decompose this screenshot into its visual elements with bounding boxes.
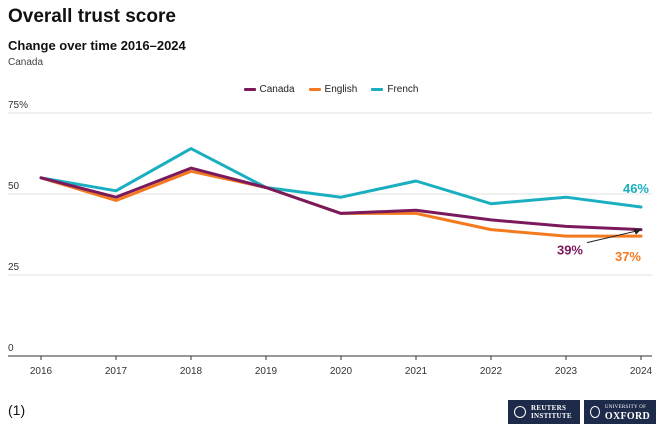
legend-item-french: French [371, 84, 418, 95]
x-tick-label: 2023 [555, 366, 578, 377]
logo-reuters-line1: REUTERS [531, 404, 567, 412]
x-tick-label: 2019 [255, 366, 278, 377]
legend-swatch-canada [243, 88, 256, 91]
x-tick-label: 2017 [105, 366, 128, 377]
x-tick-label: 2016 [30, 366, 53, 377]
line-chart: 0 25 50 75% 2016 2017 2018 2019 2020 2021 2022 2023… [8, 100, 653, 377]
x-tick-label: 2020 [330, 366, 353, 377]
end-label-french: 46% [623, 181, 649, 196]
legend: Canada English French [0, 84, 662, 95]
y-tick-label: 0 [8, 343, 14, 354]
chart-note: Canada [8, 57, 44, 68]
legend-label-french: French [387, 84, 419, 95]
footnote: (1) [8, 402, 26, 418]
series-line-french [39, 147, 643, 209]
end-label-canada: 39% [557, 243, 583, 258]
oxford-logo: UNIVERSITY OF OXFORD [584, 400, 656, 424]
x-tick-label: 2024 [630, 366, 653, 377]
chart-title: Overall trust score [8, 6, 176, 27]
legend-item-canada: Canada [243, 84, 295, 95]
x-tick-label: 2018 [180, 366, 203, 377]
chart-subtitle: Change over time 2016–2024 [8, 38, 186, 53]
legend-item-english: English [308, 84, 358, 95]
series-line-canada [39, 166, 643, 232]
x-tick-label: 2022 [480, 366, 503, 377]
reuters-dots-icon [514, 406, 526, 418]
logo-reuters-line2: INSTITUTE [531, 412, 572, 420]
logo-oxford-small: UNIVERSITY OF [604, 405, 647, 410]
reuters-institute-logo: REUTERS INSTITUTE [508, 400, 580, 424]
annotation-arrow [586, 230, 639, 244]
y-tick-label: 75% [8, 100, 28, 111]
y-tick-label: 25 [8, 262, 20, 273]
legend-swatch-french [371, 88, 384, 91]
x-tick-label: 2021 [405, 366, 428, 377]
y-tick-label: 50 [8, 181, 20, 192]
legend-swatch-english [308, 88, 321, 91]
logo-oxford-big: OXFORD [604, 411, 650, 422]
legend-label-canada: Canada [259, 84, 295, 95]
legend-label-english: English [324, 84, 358, 95]
oxford-crest-icon [590, 406, 600, 418]
end-label-english: 37% [615, 249, 641, 264]
annotation-arrow-head [633, 228, 641, 235]
